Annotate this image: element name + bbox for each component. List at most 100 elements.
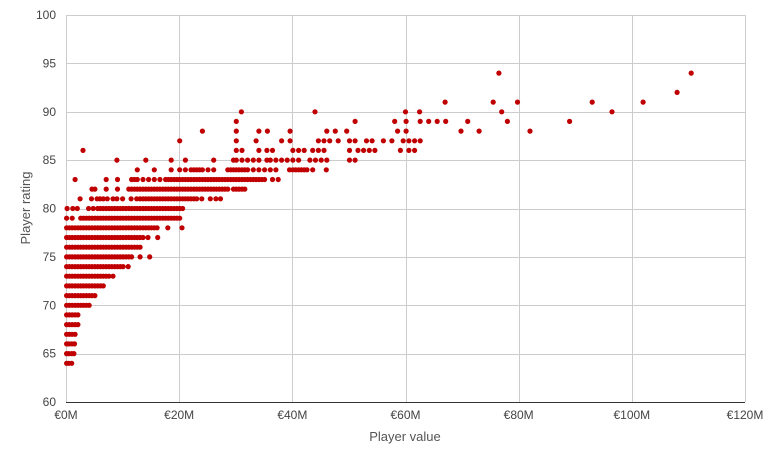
x-tick-labels: €0M €20M €40M €60M €80M €100M €120M xyxy=(54,408,763,422)
data-point xyxy=(103,176,109,183)
data-point xyxy=(168,157,174,163)
data-point xyxy=(114,176,121,183)
data-point xyxy=(77,196,83,202)
data-point xyxy=(380,138,386,144)
grid xyxy=(66,15,746,403)
data-point xyxy=(129,254,135,260)
data-point xyxy=(207,196,213,202)
data-point xyxy=(75,322,81,328)
data-point xyxy=(168,167,174,173)
y-tick-label: 80 xyxy=(43,202,57,216)
y-tick-labels: 60 65 70 75 80 85 90 95 100 xyxy=(36,8,56,409)
y-tick-label: 85 xyxy=(43,153,57,167)
data-point xyxy=(177,138,183,144)
data-point xyxy=(465,118,471,124)
data-point xyxy=(71,351,77,357)
x-tick-label: €80M xyxy=(504,408,534,422)
data-point xyxy=(72,331,78,337)
data-point xyxy=(269,176,276,183)
data-point xyxy=(589,99,595,105)
data-point xyxy=(514,99,521,105)
data-point xyxy=(114,186,121,192)
data-point xyxy=(527,128,533,134)
y-tick-label: 65 xyxy=(43,347,57,361)
x-axis-title: Player value xyxy=(369,429,441,444)
y-axis-title: Player rating xyxy=(18,172,33,245)
data-point xyxy=(490,99,496,105)
y-tick-label: 70 xyxy=(43,298,57,312)
data-point xyxy=(140,234,146,241)
data-point xyxy=(273,167,279,173)
data-point xyxy=(318,157,324,163)
data-point xyxy=(674,89,680,95)
data-point xyxy=(120,264,126,270)
data-point xyxy=(80,147,86,153)
data-point xyxy=(307,157,313,163)
data-point xyxy=(327,138,333,144)
data-point xyxy=(69,215,75,221)
data-point xyxy=(179,225,185,231)
data-point xyxy=(434,118,440,124)
data-point xyxy=(199,167,205,173)
data-point xyxy=(504,118,510,124)
data-point xyxy=(225,186,231,192)
data-point xyxy=(352,138,358,144)
data-point xyxy=(315,147,321,153)
data-point xyxy=(355,147,361,153)
data-point xyxy=(287,138,293,144)
data-point xyxy=(315,138,321,144)
data-point xyxy=(346,138,353,144)
data-point xyxy=(100,283,106,289)
data-point xyxy=(290,147,296,153)
data-point xyxy=(346,147,353,153)
data-point xyxy=(199,128,205,134)
data-point xyxy=(238,109,244,115)
x-tick-label: €0M xyxy=(54,408,77,422)
data-point xyxy=(128,196,134,202)
data-point xyxy=(146,176,152,183)
data-point xyxy=(324,128,330,134)
data-point xyxy=(245,157,251,163)
data-point xyxy=(296,147,302,153)
data-point xyxy=(273,157,279,163)
data-point xyxy=(69,360,75,366)
data-point xyxy=(86,205,92,212)
data-point xyxy=(151,167,157,173)
data-point xyxy=(177,167,183,173)
data-point xyxy=(134,176,140,183)
y-tick-label: 60 xyxy=(43,395,57,409)
data-point xyxy=(64,205,70,212)
data-point xyxy=(287,128,293,134)
x-tick-label: €60M xyxy=(390,408,420,422)
data-point xyxy=(194,196,200,202)
data-point xyxy=(74,205,80,212)
data-point xyxy=(177,215,183,221)
data-points xyxy=(64,70,694,366)
data-point xyxy=(100,196,106,202)
x-tick-label: €100M xyxy=(613,408,650,422)
data-point xyxy=(267,167,273,173)
data-point xyxy=(369,138,375,144)
data-point xyxy=(688,70,694,76)
data-point xyxy=(476,128,482,134)
data-point xyxy=(125,264,131,270)
data-point xyxy=(352,118,358,124)
data-point xyxy=(70,205,76,212)
data-point xyxy=(72,176,78,183)
data-point xyxy=(363,138,370,144)
data-point xyxy=(284,157,290,163)
data-point xyxy=(137,254,143,260)
data-point xyxy=(137,244,143,250)
data-point xyxy=(310,167,316,173)
data-point xyxy=(143,157,149,163)
data-point xyxy=(256,167,262,173)
data-point xyxy=(310,147,316,153)
data-point xyxy=(182,157,188,163)
data-point xyxy=(321,147,327,153)
data-point xyxy=(75,312,81,318)
y-tick-label: 100 xyxy=(36,8,56,22)
data-point xyxy=(140,176,146,183)
data-point xyxy=(155,234,161,241)
data-point xyxy=(211,157,217,163)
y-tick-label: 75 xyxy=(43,250,57,264)
